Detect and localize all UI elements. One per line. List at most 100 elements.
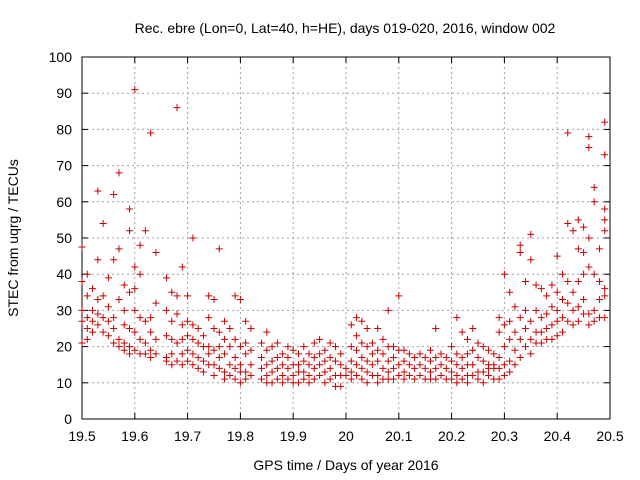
data-point xyxy=(131,263,139,271)
data-point xyxy=(548,303,556,311)
data-point xyxy=(511,303,519,311)
data-point xyxy=(104,303,112,311)
data-point xyxy=(99,314,107,322)
data-point xyxy=(405,361,413,369)
data-point xyxy=(236,379,244,387)
data-point xyxy=(131,86,139,94)
data-point xyxy=(585,321,593,329)
data-point xyxy=(569,288,577,296)
data-point xyxy=(141,350,149,358)
data-point xyxy=(558,314,566,322)
data-point xyxy=(199,368,207,376)
y-tick-label: 30 xyxy=(56,302,72,318)
data-point xyxy=(448,368,456,376)
data-point xyxy=(99,328,107,336)
data-point xyxy=(553,252,561,260)
data-point xyxy=(574,317,582,325)
data-point xyxy=(205,292,213,300)
data-point xyxy=(152,335,160,343)
data-point xyxy=(532,281,540,289)
data-point xyxy=(458,353,466,361)
data-point xyxy=(590,306,598,314)
data-point xyxy=(126,288,134,296)
data-point xyxy=(363,343,371,351)
data-point xyxy=(548,281,556,289)
data-point xyxy=(221,317,229,325)
data-point xyxy=(210,372,218,380)
data-point xyxy=(432,364,440,372)
data-point xyxy=(463,379,471,387)
data-point xyxy=(601,285,609,293)
data-point xyxy=(221,375,229,383)
data-point xyxy=(442,353,450,361)
data-point xyxy=(131,306,139,314)
data-point xyxy=(131,285,139,293)
data-point xyxy=(99,292,107,300)
axis-ticks: 19.5 19.6 19.7 19.8 19.9 20 20.1 20.2 20.3 20.4 20… xyxy=(49,49,624,444)
data-point xyxy=(432,353,440,361)
data-point xyxy=(168,361,176,369)
data-point xyxy=(353,314,361,322)
data-point xyxy=(353,372,361,380)
data-point xyxy=(263,372,271,380)
data-point xyxy=(236,343,244,351)
grid-lines xyxy=(82,57,610,419)
data-point xyxy=(305,350,313,358)
data-point xyxy=(89,328,97,336)
data-point xyxy=(469,372,477,380)
data-point xyxy=(210,361,218,369)
data-point xyxy=(326,375,334,383)
data-point xyxy=(115,296,123,304)
data-point xyxy=(305,372,313,380)
data-point xyxy=(363,368,371,376)
data-point xyxy=(601,151,609,159)
data-point xyxy=(537,328,545,336)
data-point xyxy=(374,379,382,387)
data-point xyxy=(205,343,213,351)
data-point xyxy=(83,335,91,343)
data-point xyxy=(463,335,471,343)
data-point xyxy=(321,357,329,365)
data-point xyxy=(226,325,234,332)
data-point xyxy=(453,350,461,358)
data-point xyxy=(263,361,271,369)
data-point xyxy=(194,325,202,332)
y-tick-label: 40 xyxy=(56,266,72,282)
data-point xyxy=(178,350,186,358)
data-point xyxy=(500,343,508,351)
data-point xyxy=(390,375,398,383)
data-point xyxy=(78,317,86,325)
data-point xyxy=(242,317,250,325)
data-point xyxy=(585,133,593,141)
data-point xyxy=(347,357,355,365)
data-point xyxy=(294,361,302,369)
data-point xyxy=(326,364,334,372)
data-point xyxy=(453,379,461,387)
data-point xyxy=(83,325,91,332)
data-point xyxy=(495,364,503,372)
data-point xyxy=(147,346,155,354)
data-point xyxy=(448,357,456,365)
data-point xyxy=(379,350,387,358)
data-point xyxy=(558,328,566,336)
data-point xyxy=(426,346,434,354)
x-tick-label: 19.8 xyxy=(227,428,254,444)
data-point xyxy=(353,332,361,340)
data-point xyxy=(337,350,345,358)
data-point xyxy=(506,335,514,343)
data-point xyxy=(284,353,292,361)
data-point xyxy=(258,339,266,347)
data-point xyxy=(342,372,350,380)
data-point xyxy=(379,335,387,343)
data-point xyxy=(316,350,324,358)
data-point xyxy=(231,375,239,383)
data-point xyxy=(353,361,361,369)
data-point xyxy=(178,335,186,343)
data-point xyxy=(374,325,382,332)
data-point xyxy=(305,379,313,387)
data-point xyxy=(126,227,134,235)
data-point xyxy=(316,372,324,380)
data-point xyxy=(110,256,118,264)
data-point xyxy=(543,325,551,332)
data-point xyxy=(94,296,102,304)
